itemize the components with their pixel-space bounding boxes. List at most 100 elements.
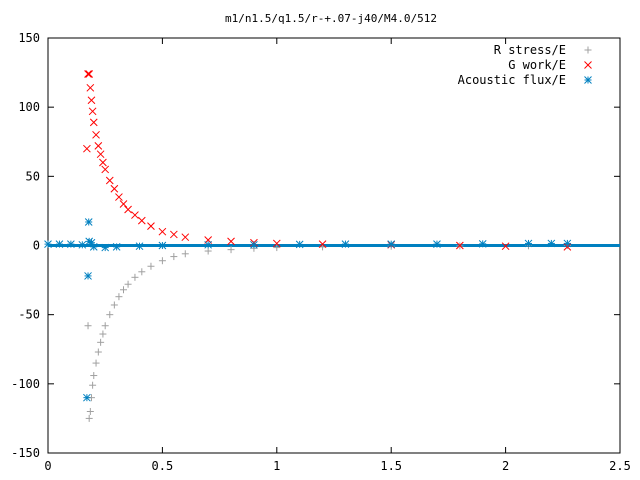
axis-ticks bbox=[47, 37, 621, 454]
data-point bbox=[137, 216, 146, 225]
y-tick-label: -50 bbox=[18, 308, 40, 322]
data-point bbox=[273, 244, 281, 252]
data-point bbox=[112, 243, 121, 251]
data-point bbox=[110, 301, 118, 309]
data-point bbox=[89, 118, 98, 127]
data-point bbox=[433, 240, 441, 248]
data-point bbox=[318, 240, 327, 248]
data-point bbox=[83, 393, 91, 402]
series-3 bbox=[44, 218, 572, 402]
x-tick-label: 2 bbox=[502, 459, 509, 473]
x-tick-label: 0 bbox=[44, 459, 51, 473]
data-point bbox=[124, 280, 132, 288]
data-point bbox=[99, 158, 107, 167]
data-point bbox=[387, 240, 396, 248]
x-tick-labels: 0 0.5 1 1.5 2 2.5 bbox=[44, 459, 630, 473]
data-point bbox=[55, 240, 64, 248]
data-point bbox=[84, 70, 92, 78]
legend-marker bbox=[584, 76, 592, 84]
legend-marker bbox=[584, 61, 592, 69]
data-point bbox=[181, 250, 189, 258]
data-point bbox=[227, 237, 235, 246]
data-points bbox=[44, 70, 572, 422]
y-tick-label: 150 bbox=[18, 31, 40, 45]
data-point bbox=[101, 165, 110, 174]
data-point bbox=[131, 211, 139, 219]
y-tick-labels: 150 100 50 0 -50 -100 -150 bbox=[11, 31, 40, 460]
data-point bbox=[295, 240, 304, 249]
data-point bbox=[96, 150, 105, 159]
data-point bbox=[563, 239, 572, 248]
data-point bbox=[86, 408, 94, 415]
data-point bbox=[88, 107, 97, 116]
data-point bbox=[341, 240, 350, 248]
x-tick-label: 1.5 bbox=[380, 459, 402, 473]
data-point bbox=[89, 381, 97, 389]
data-point bbox=[85, 70, 94, 78]
data-point bbox=[97, 338, 105, 346]
data-point bbox=[138, 268, 146, 276]
data-point bbox=[89, 243, 98, 251]
data-point bbox=[501, 242, 510, 251]
data-point bbox=[90, 372, 98, 380]
data-point bbox=[86, 83, 95, 92]
x-tick-label: 0.5 bbox=[152, 459, 174, 473]
data-point bbox=[120, 286, 128, 294]
series-2 bbox=[83, 70, 572, 251]
data-point bbox=[124, 205, 132, 214]
data-point bbox=[110, 184, 119, 193]
data-point bbox=[524, 239, 533, 248]
series-1 bbox=[84, 242, 571, 422]
data-point bbox=[204, 247, 212, 255]
data-point bbox=[115, 293, 123, 301]
legend-label: R stress/E bbox=[494, 43, 566, 57]
data-point bbox=[547, 239, 556, 248]
data-point bbox=[78, 240, 87, 249]
data-point bbox=[101, 322, 109, 330]
data-point bbox=[158, 241, 167, 250]
chart-title: m1/n1.5/q1.5/r-+.07-j40/M4.0/512 bbox=[225, 12, 437, 25]
data-point bbox=[227, 246, 235, 254]
y-tick-label: -150 bbox=[11, 446, 40, 460]
data-point bbox=[181, 233, 190, 242]
data-point bbox=[84, 272, 92, 280]
data-point bbox=[169, 230, 178, 239]
data-point bbox=[115, 193, 123, 201]
data-point bbox=[158, 227, 167, 236]
data-point bbox=[478, 239, 487, 248]
data-point bbox=[135, 242, 144, 251]
x-tick-label: 2.5 bbox=[609, 459, 631, 473]
data-point bbox=[106, 311, 114, 319]
data-point bbox=[119, 200, 128, 208]
y-tick-label: 50 bbox=[26, 169, 40, 183]
y-tick-label: 0 bbox=[33, 239, 40, 253]
legend-marker bbox=[584, 46, 592, 54]
y-tick-label: -100 bbox=[11, 377, 40, 391]
data-point bbox=[94, 348, 102, 356]
data-point bbox=[83, 144, 91, 153]
data-point bbox=[94, 142, 103, 150]
data-point bbox=[92, 130, 100, 139]
data-point bbox=[204, 240, 213, 249]
data-point bbox=[44, 240, 52, 248]
data-point bbox=[87, 96, 96, 105]
y-tick-label: 100 bbox=[18, 100, 40, 114]
data-point bbox=[250, 240, 258, 249]
data-point bbox=[84, 218, 93, 226]
data-point bbox=[147, 222, 155, 230]
data-point bbox=[101, 243, 110, 252]
data-point bbox=[85, 414, 93, 422]
data-point bbox=[105, 176, 114, 185]
x-tick-label: 1 bbox=[273, 459, 280, 473]
data-point bbox=[99, 330, 107, 338]
data-point bbox=[67, 240, 75, 248]
legend-label: G work/E bbox=[508, 58, 566, 72]
data-point bbox=[272, 239, 281, 248]
data-point bbox=[92, 359, 100, 367]
data-point bbox=[158, 257, 166, 265]
data-point bbox=[170, 253, 178, 261]
data-point bbox=[131, 273, 139, 281]
data-point bbox=[84, 322, 92, 330]
